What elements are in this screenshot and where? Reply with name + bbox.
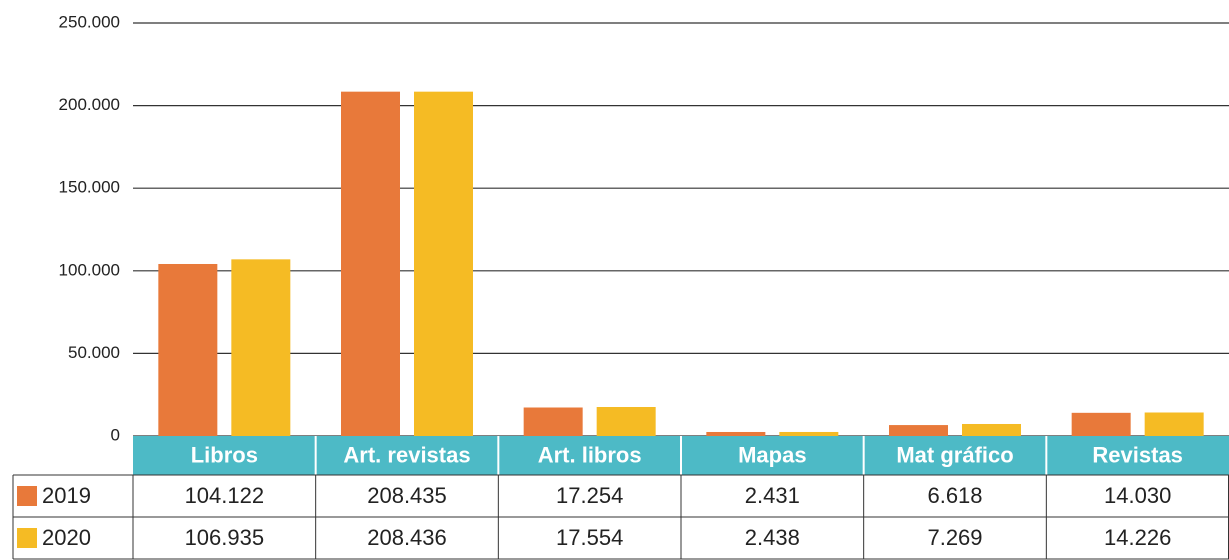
- legend-swatch: [17, 528, 37, 548]
- y-tick-label: 150.000: [59, 178, 120, 197]
- y-tick-label: 200.000: [59, 95, 120, 114]
- value-cell: 7.269: [927, 525, 982, 550]
- bar: [231, 259, 291, 436]
- bar: [523, 407, 583, 436]
- value-cell: 14.030: [1104, 483, 1171, 508]
- value-cell: 208.436: [367, 525, 447, 550]
- category-label: Mapas: [738, 442, 806, 467]
- y-tick-label: 100.000: [59, 260, 120, 279]
- value-cell: 2.438: [745, 525, 800, 550]
- value-cell: 17.254: [556, 483, 623, 508]
- category-label: Libros: [191, 442, 258, 467]
- bar: [889, 425, 948, 436]
- y-tick-label: 50.000: [68, 343, 120, 362]
- value-cell: 6.618: [927, 483, 982, 508]
- bar: [414, 91, 473, 436]
- bar: [1071, 412, 1131, 436]
- legend-label: 2019: [42, 483, 91, 508]
- bar: [779, 431, 839, 436]
- bar: [341, 91, 400, 437]
- category-label: Art. libros: [538, 442, 642, 467]
- category-label: Mat gráfico: [896, 442, 1013, 467]
- value-cell: 208.435: [367, 483, 447, 508]
- value-cell: 106.935: [185, 525, 265, 550]
- value-cell: 14.226: [1104, 525, 1171, 550]
- value-cell: 2.431: [745, 483, 800, 508]
- legend-swatch: [17, 486, 37, 506]
- y-tick-label: 0: [111, 425, 120, 444]
- legend-label: 2020: [42, 525, 91, 550]
- bar: [706, 431, 766, 436]
- category-label: Revistas: [1092, 442, 1183, 467]
- bar: [158, 263, 218, 436]
- value-cell: 104.122: [185, 483, 265, 508]
- bar: [1144, 412, 1204, 436]
- y-tick-label: 250.000: [59, 12, 120, 31]
- bar: [962, 423, 1021, 436]
- value-cell: 17.554: [556, 525, 623, 550]
- bar: [596, 407, 656, 436]
- category-label: Art. revistas: [343, 442, 470, 467]
